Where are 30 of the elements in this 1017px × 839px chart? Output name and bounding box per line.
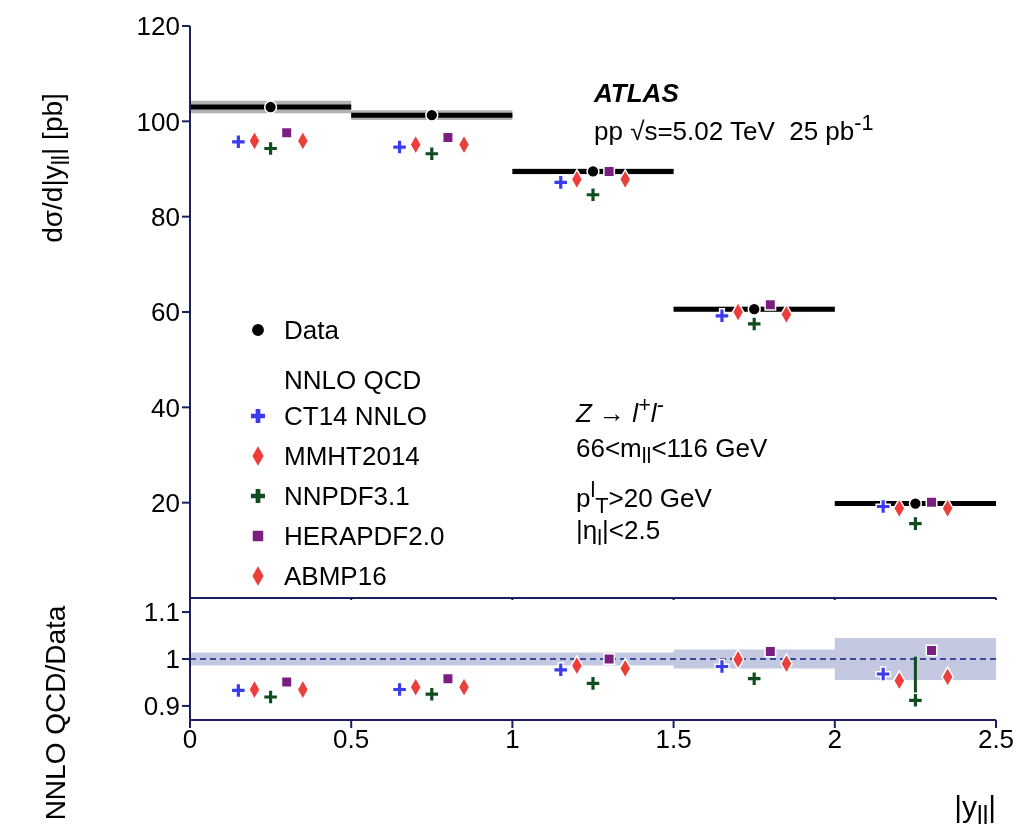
x-tick-label: 0: [182, 724, 198, 755]
legend-label: NNPDF3.1: [284, 480, 410, 512]
y-tick-label: 120: [136, 11, 180, 42]
annotation: p$^{l}$$_{T}$>20 GeV: [576, 477, 712, 518]
annotation: pp √s=5.02 TeV 25 pb$^{-1}$: [594, 109, 874, 146]
y-tick-label: 1.1: [143, 597, 180, 628]
legend-label: MMHT2014: [284, 440, 420, 472]
y-tick-label: 60: [151, 297, 180, 328]
x-tick-label: 1: [505, 724, 520, 755]
y-tick-label: 40: [151, 392, 180, 423]
x-tick-label: 2: [827, 724, 843, 755]
annotation: 66<m$_{ll}$<116 GeV: [576, 433, 768, 471]
x-tick-label: 2.5: [977, 724, 1015, 755]
x-tick-label: 0.5: [333, 724, 370, 755]
legend-title: NNLO QCD: [283, 364, 423, 396]
y-tick-label: 20: [151, 487, 180, 518]
legend-label: HERAPDF2.0: [284, 520, 445, 552]
y-tick-label: 80: [151, 201, 180, 232]
legend-label: ABMP16: [284, 560, 387, 592]
legend-label: Data: [284, 314, 339, 346]
y-tick-label: 1: [165, 644, 180, 675]
y-axis-title: NNLO QCD/Data: [40, 605, 72, 821]
annotation: |η$_{l}$|<2.5: [576, 515, 661, 553]
x-tick-label: 1.5: [655, 724, 692, 755]
legend-label: CT14 NNLO: [284, 400, 428, 432]
y-tick-label: 100: [136, 106, 180, 137]
y-tick-label: 0.9: [143, 691, 180, 722]
annotation: ATLAS: [594, 78, 679, 108]
annotation: Z → l$^{+}$l$^{-}$: [576, 391, 664, 428]
x-axis-title: |y$_{ll}$|: [954, 790, 996, 830]
